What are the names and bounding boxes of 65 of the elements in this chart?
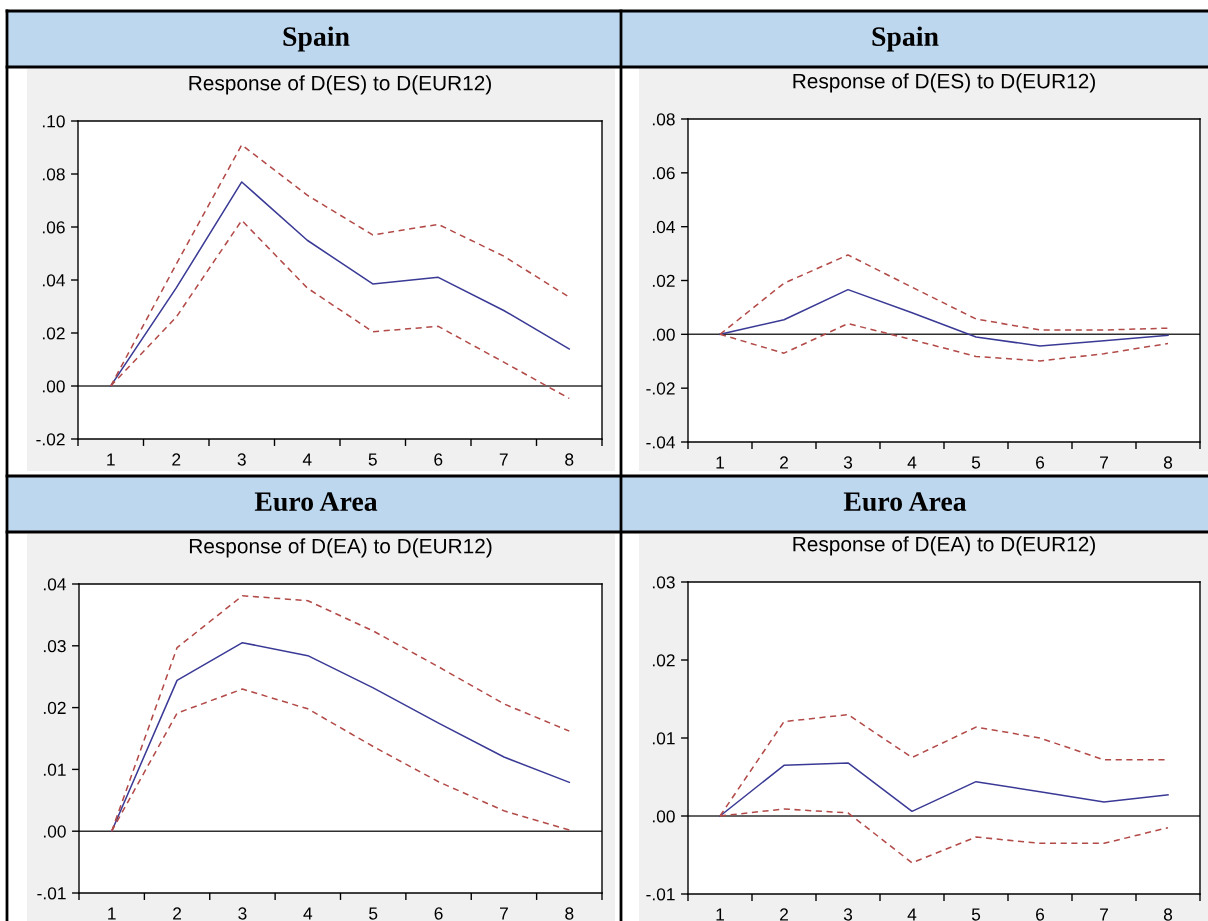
y-tick-label: -.02 <box>36 433 65 446</box>
x-tick-label: 5 <box>369 907 378 920</box>
y-tick-label: .04 <box>652 220 675 234</box>
y-tick-label: .02 <box>43 701 66 715</box>
y-tick-label: -.02 <box>646 382 675 395</box>
y-tick-label: .01 <box>652 732 675 745</box>
y-tick-label: .01 <box>43 763 66 776</box>
y-tick-label: .06 <box>42 221 65 234</box>
x-tick-label: 3 <box>238 907 247 920</box>
chart-title: Euro Area <box>843 492 967 512</box>
x-tick-label: 1 <box>108 907 116 920</box>
x-tick-label: 3 <box>843 908 853 921</box>
y-tick-label: -.04 <box>646 436 675 449</box>
x-tick-label: 4 <box>303 907 313 920</box>
chart-subtitle: Response of D(EA) to D(EUR12) <box>189 538 492 558</box>
x-tick-label: 1 <box>716 908 724 921</box>
x-tick-label: 6 <box>434 453 443 466</box>
x-tick-label: 6 <box>1036 456 1045 469</box>
chart-subtitle: Response of D(ES) to D(EUR12) <box>189 75 491 95</box>
x-tick-label: 4 <box>907 456 917 469</box>
x-tick-label: 4 <box>907 908 917 921</box>
y-tick-label: .08 <box>652 113 675 126</box>
y-tick-label: .00 <box>652 328 675 341</box>
x-tick-label: 8 <box>1163 456 1173 469</box>
x-tick-label: 7 <box>1100 456 1108 469</box>
x-tick-label: 7 <box>499 453 508 466</box>
x-tick-label: 5 <box>971 908 981 921</box>
x-tick-label: 1 <box>107 453 115 466</box>
x-tick-label: 6 <box>434 907 443 920</box>
x-tick-label: 3 <box>237 453 246 466</box>
x-tick-label: 8 <box>565 907 574 920</box>
x-tick-label: 2 <box>172 453 181 466</box>
chart-title: Spain <box>872 26 939 52</box>
x-tick-label: 5 <box>971 456 981 469</box>
y-tick-label: .06 <box>652 167 675 180</box>
y-tick-label: .00 <box>43 825 66 838</box>
chart-title: Euro Area <box>254 492 378 512</box>
y-tick-label: -.01 <box>646 888 675 901</box>
y-tick-label: .00 <box>652 810 675 823</box>
x-tick-label: 6 <box>1036 908 1045 921</box>
y-tick-label: .04 <box>42 274 65 287</box>
y-tick-label: .02 <box>42 327 65 340</box>
y-tick-label: .02 <box>652 654 675 667</box>
y-tick-label: .02 <box>652 274 675 287</box>
chart-subtitle: Response of D(EA) to D(EUR12) <box>793 536 1095 556</box>
y-tick-label: .04 <box>43 578 66 591</box>
x-tick-label: 2 <box>780 908 788 921</box>
x-tick-label: 8 <box>1163 908 1173 921</box>
x-tick-label: 5 <box>368 453 377 466</box>
chart-title: Spain <box>283 26 350 52</box>
chart-subtitle: Response of D(ES) to D(EUR12) <box>793 73 1095 93</box>
y-tick-label: .08 <box>42 168 65 181</box>
x-tick-label: 1 <box>716 456 724 469</box>
y-tick-label: .03 <box>43 639 66 653</box>
x-tick-label: 8 <box>565 453 574 466</box>
x-tick-label: 7 <box>1100 908 1108 921</box>
x-tick-label: 7 <box>500 907 508 920</box>
x-tick-label: 2 <box>780 456 788 469</box>
x-tick-label: 4 <box>302 453 312 466</box>
x-tick-label: 2 <box>173 907 182 920</box>
x-tick-label: 3 <box>843 456 853 469</box>
y-tick-label: .00 <box>42 380 65 393</box>
y-tick-label: .03 <box>652 576 675 589</box>
y-tick-label: -.01 <box>37 887 66 900</box>
y-tick-label: .10 <box>42 115 65 128</box>
